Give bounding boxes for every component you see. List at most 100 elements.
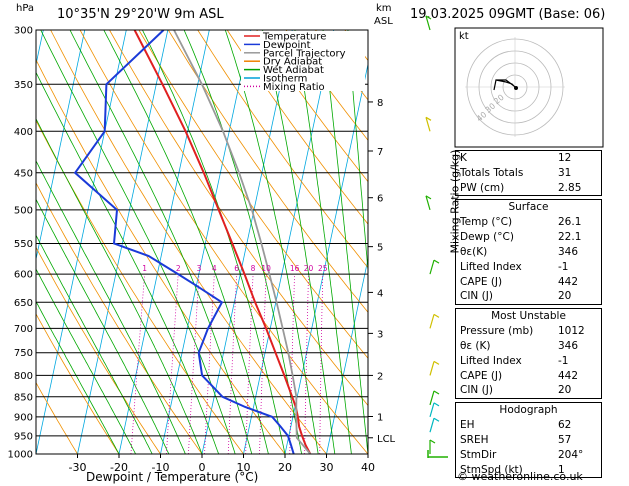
pressure-tick-label: 750 bbox=[14, 348, 33, 359]
legend-label: Parcel Trajectory bbox=[263, 48, 346, 59]
temp-tick-label: 0 bbox=[199, 461, 206, 474]
location-title: 10°35'N 29°20'W 9m ASL bbox=[57, 7, 224, 22]
wind-barb bbox=[429, 361, 435, 376]
surface-key: CAPE (J) bbox=[460, 275, 503, 288]
indices-panel: K 12 Totals Totals 31 PW (cm) 2.85 Surface Te… bbox=[455, 150, 602, 481]
wet-adiabat-line bbox=[103, 30, 269, 454]
most-unstable-value: 20 bbox=[558, 384, 572, 397]
wind-barb bbox=[429, 402, 435, 418]
hodo-row: EH 62 bbox=[456, 418, 601, 433]
hodo-row: SREH 57 bbox=[456, 433, 601, 448]
dry-adiabat-line bbox=[36, 381, 78, 454]
indices-box: K 12 Totals Totals 31 PW (cm) 2.85 bbox=[455, 150, 602, 197]
most-unstable-key: θε (K) bbox=[460, 339, 491, 352]
wind-barb-flag bbox=[429, 439, 436, 444]
legend-box bbox=[241, 31, 365, 91]
hodograph-title: Hodograph bbox=[499, 404, 558, 417]
surface-row: Dewp (°C) 22.1 bbox=[456, 230, 601, 245]
pressure-tick-label: 800 bbox=[14, 371, 33, 382]
wind-barb bbox=[429, 418, 435, 433]
dry-adiabat-line bbox=[50, 30, 327, 454]
km-tick-label: 5 bbox=[377, 243, 383, 254]
x-axis-label: Dewpoint / Temperature (°C) bbox=[86, 470, 259, 484]
temp-tick-label: 20 bbox=[278, 461, 292, 474]
pressure-tick-label: 450 bbox=[14, 168, 33, 179]
isotherm-line bbox=[0, 30, 2, 454]
most-unstable-row: CAPE (J) 442 bbox=[456, 369, 601, 384]
hodo-row: StmSpd (kt) 1 bbox=[456, 463, 601, 478]
most-unstable-key: CAPE (J) bbox=[460, 369, 503, 382]
hodograph-box: Hodograph EH 62 SREH 57 StmDir 204° StmSpd (kt… bbox=[455, 402, 602, 479]
series-line-temperature bbox=[133, 30, 312, 454]
wind-barb bbox=[429, 390, 435, 406]
temp-tick-label: -10 bbox=[152, 461, 170, 474]
km-tick-label: 2 bbox=[377, 371, 383, 382]
mixing-ratio-line bbox=[227, 274, 238, 454]
pressure-tick-label: 400 bbox=[14, 127, 33, 138]
datetime-label: 19.03.2025 09GMT (Base: 06) bbox=[410, 7, 606, 22]
most-unstable-row: Lifted Index -1 bbox=[456, 354, 601, 369]
km-tick-label: 4 bbox=[377, 288, 383, 299]
dry-adiabat-line bbox=[36, 313, 120, 454]
most-unstable-title: Most Unstable bbox=[491, 310, 566, 323]
most-unstable-value: 346 bbox=[558, 339, 579, 352]
hodo-row: StmDir 204° bbox=[456, 448, 601, 463]
index-row: PW (cm) 2.85 bbox=[456, 181, 601, 196]
hodo-value: 1 bbox=[558, 463, 565, 476]
mixing-ratio-line bbox=[259, 274, 267, 454]
hodo-value: 204° bbox=[558, 448, 584, 461]
surface-value: 22.1 bbox=[558, 231, 582, 244]
legend-label: Dry Adiabat bbox=[263, 57, 322, 68]
legend-label: Wet Adiabat bbox=[263, 65, 324, 76]
surface-box: Surface Temp (°C) 26.1 Dewp (°C) 22.1 θε(K) 3… bbox=[455, 199, 602, 306]
legend-label: Temperature bbox=[262, 32, 326, 43]
wind-barb-flag bbox=[425, 15, 432, 20]
storm-motion-marker bbox=[514, 86, 518, 90]
temp-tick-label: -20 bbox=[110, 461, 128, 474]
most-unstable-key: Pressure (mb) bbox=[460, 325, 534, 338]
hodograph-unit: kt bbox=[459, 31, 469, 42]
mixing-ratio-label: 10 bbox=[261, 264, 271, 273]
wet-adiabat-line bbox=[36, 71, 219, 454]
copyright: © weatheronline.co.uk bbox=[457, 470, 583, 483]
pressure-tick-label: 700 bbox=[14, 324, 33, 335]
pressure-tick-label: 1000 bbox=[8, 450, 33, 461]
legend-label: Isotherm bbox=[263, 74, 307, 85]
km-label: km bbox=[376, 3, 392, 14]
most-unstable-key: CIN (J) bbox=[460, 384, 493, 397]
wind-barb-flag bbox=[433, 390, 440, 395]
isotherm-line bbox=[160, 30, 252, 454]
mixing-ratio-label: 4 bbox=[212, 264, 217, 273]
temp-tick-label: 30 bbox=[320, 461, 334, 474]
surface-key: Temp (°C) bbox=[460, 216, 513, 229]
surface-value: 26.1 bbox=[558, 216, 582, 229]
wind-barb-flag bbox=[433, 313, 440, 318]
surface-key: θε(K) bbox=[460, 245, 488, 258]
wind-barb-flag bbox=[433, 259, 440, 264]
legend-label: Mixing Ratio bbox=[263, 82, 325, 93]
surface-row: CIN (J) 20 bbox=[456, 289, 601, 304]
most-unstable-value: 442 bbox=[558, 369, 579, 382]
index-value: 2.85 bbox=[558, 181, 582, 194]
surface-key: CIN (J) bbox=[460, 290, 493, 303]
pressure-tick-label: 900 bbox=[14, 412, 33, 423]
surface-row: θε(K) 346 bbox=[456, 245, 601, 260]
pressure-tick-label: 500 bbox=[14, 205, 33, 216]
isotherm-line bbox=[118, 30, 210, 454]
index-row: K 12 bbox=[456, 151, 601, 166]
index-key: PW (cm) bbox=[460, 181, 505, 194]
hodo-key: StmSpd (kt) bbox=[460, 463, 523, 476]
mixing-ratio-line bbox=[166, 274, 179, 454]
wind-barb bbox=[429, 259, 435, 275]
most-unstable-row: CIN (J) 20 bbox=[456, 383, 601, 398]
hodo-value: 62 bbox=[558, 419, 572, 432]
hodograph-frame bbox=[454, 27, 604, 148]
wet-adiabat-line bbox=[69, 30, 253, 454]
km-tick-label: 1 bbox=[377, 413, 383, 424]
hodograph-trace bbox=[493, 79, 517, 91]
km-tick-label: 3 bbox=[377, 329, 383, 340]
most-unstable-row: Pressure (mb) 1012 bbox=[456, 324, 601, 339]
surface-row: Temp (°C) 26.1 bbox=[456, 215, 601, 230]
surface-key: Dewp (°C) bbox=[460, 231, 514, 244]
